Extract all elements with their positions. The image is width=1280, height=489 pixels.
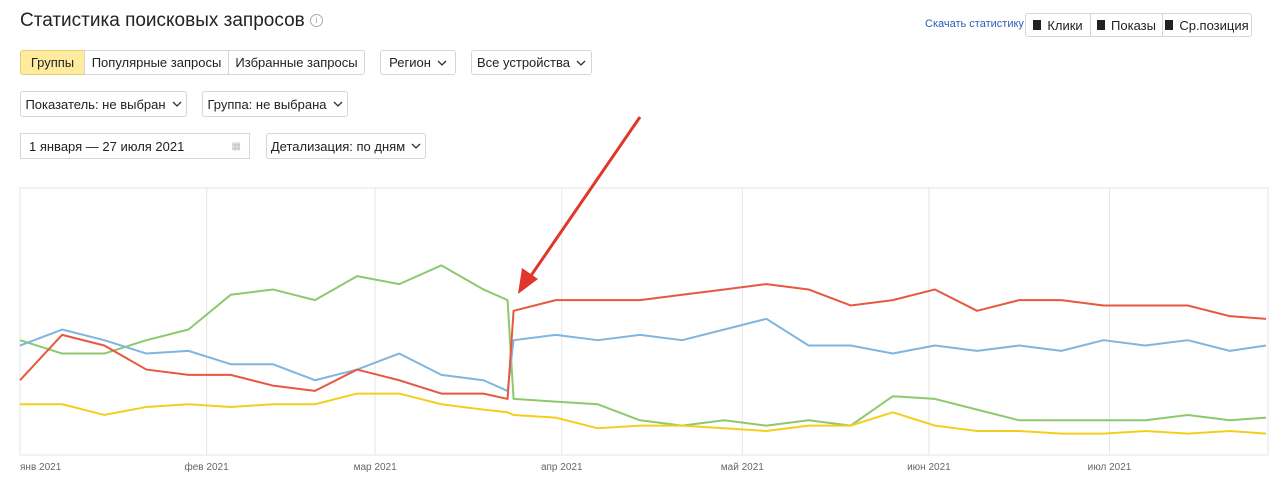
series-line <box>20 392 1267 435</box>
tab-favorites[interactable]: Избранные запросы <box>228 50 365 75</box>
series-line <box>19 317 1267 392</box>
series-line <box>19 283 1267 400</box>
x-tick-label: июн 2021 <box>907 462 951 473</box>
x-tick-label: апр 2021 <box>541 462 583 473</box>
annotation-arrow <box>518 116 642 294</box>
detail-select[interactable]: Детализация: по дням <box>266 133 426 159</box>
select-label: Показатель: не выбран <box>25 96 166 112</box>
title-text: Статистика поисковых запросов <box>20 10 305 31</box>
views-button[interactable]: Показы <box>1090 13 1163 37</box>
button-label: Клики <box>1047 17 1083 33</box>
series-line <box>19 264 1267 427</box>
region-select[interactable]: Регион <box>380 50 456 75</box>
devices-select[interactable]: Все устройства <box>471 50 592 75</box>
date-input[interactable]: 1 января — 27 июля 2021 ▦ <box>20 133 250 159</box>
x-tick-label: мар 2021 <box>354 462 397 473</box>
tab-popular[interactable]: Популярные запросы <box>84 50 229 75</box>
plot-frame <box>19 187 1269 456</box>
page-title: Статистика поисковых запросов i <box>20 10 324 32</box>
select-label: Регион <box>389 55 431 70</box>
x-tick-label: фев 2021 <box>185 461 230 473</box>
clicks-button[interactable]: Клики <box>1025 13 1091 37</box>
x-tick-label: янв 2021 <box>20 462 62 473</box>
button-label: Ср.позиция <box>1179 17 1249 33</box>
tab-groups[interactable]: Группы <box>20 50 85 75</box>
download-link[interactable]: Скачать статистику <box>925 18 1024 30</box>
metric-select[interactable]: Показатель: не выбран <box>20 91 187 117</box>
x-tick-label: июл 2021 <box>1088 462 1132 473</box>
x-tick-label: май 2021 <box>721 462 764 473</box>
select-label: Группа: не выбрана <box>207 96 327 112</box>
group-select[interactable]: Группа: не выбрана <box>202 91 348 117</box>
select-label: Детализация: по дням <box>270 138 406 154</box>
position-button[interactable]: Ср.позиция <box>1162 13 1252 37</box>
button-label: Показы <box>1111 17 1156 33</box>
select-label: Все устройства <box>477 55 570 70</box>
date-text: 1 января — 27 июля 2021 <box>29 138 185 154</box>
